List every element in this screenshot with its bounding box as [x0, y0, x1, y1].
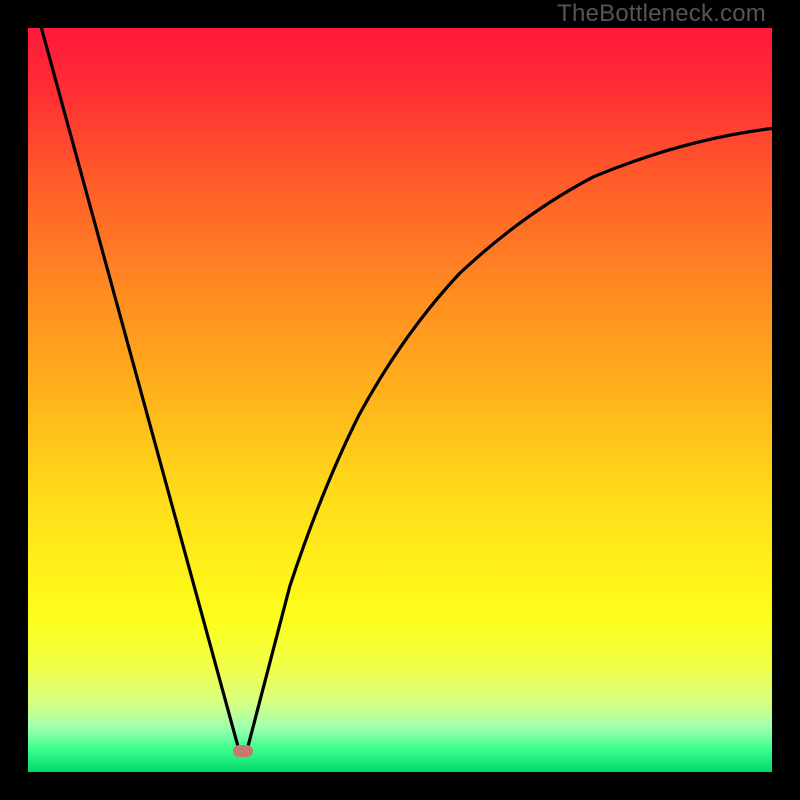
chart-curve [28, 28, 772, 772]
left-branch-line [37, 12, 239, 752]
right-branch-curve [247, 128, 772, 751]
minimum-point-marker [233, 745, 253, 757]
watermark-label: TheBottleneck.com [557, 0, 766, 28]
